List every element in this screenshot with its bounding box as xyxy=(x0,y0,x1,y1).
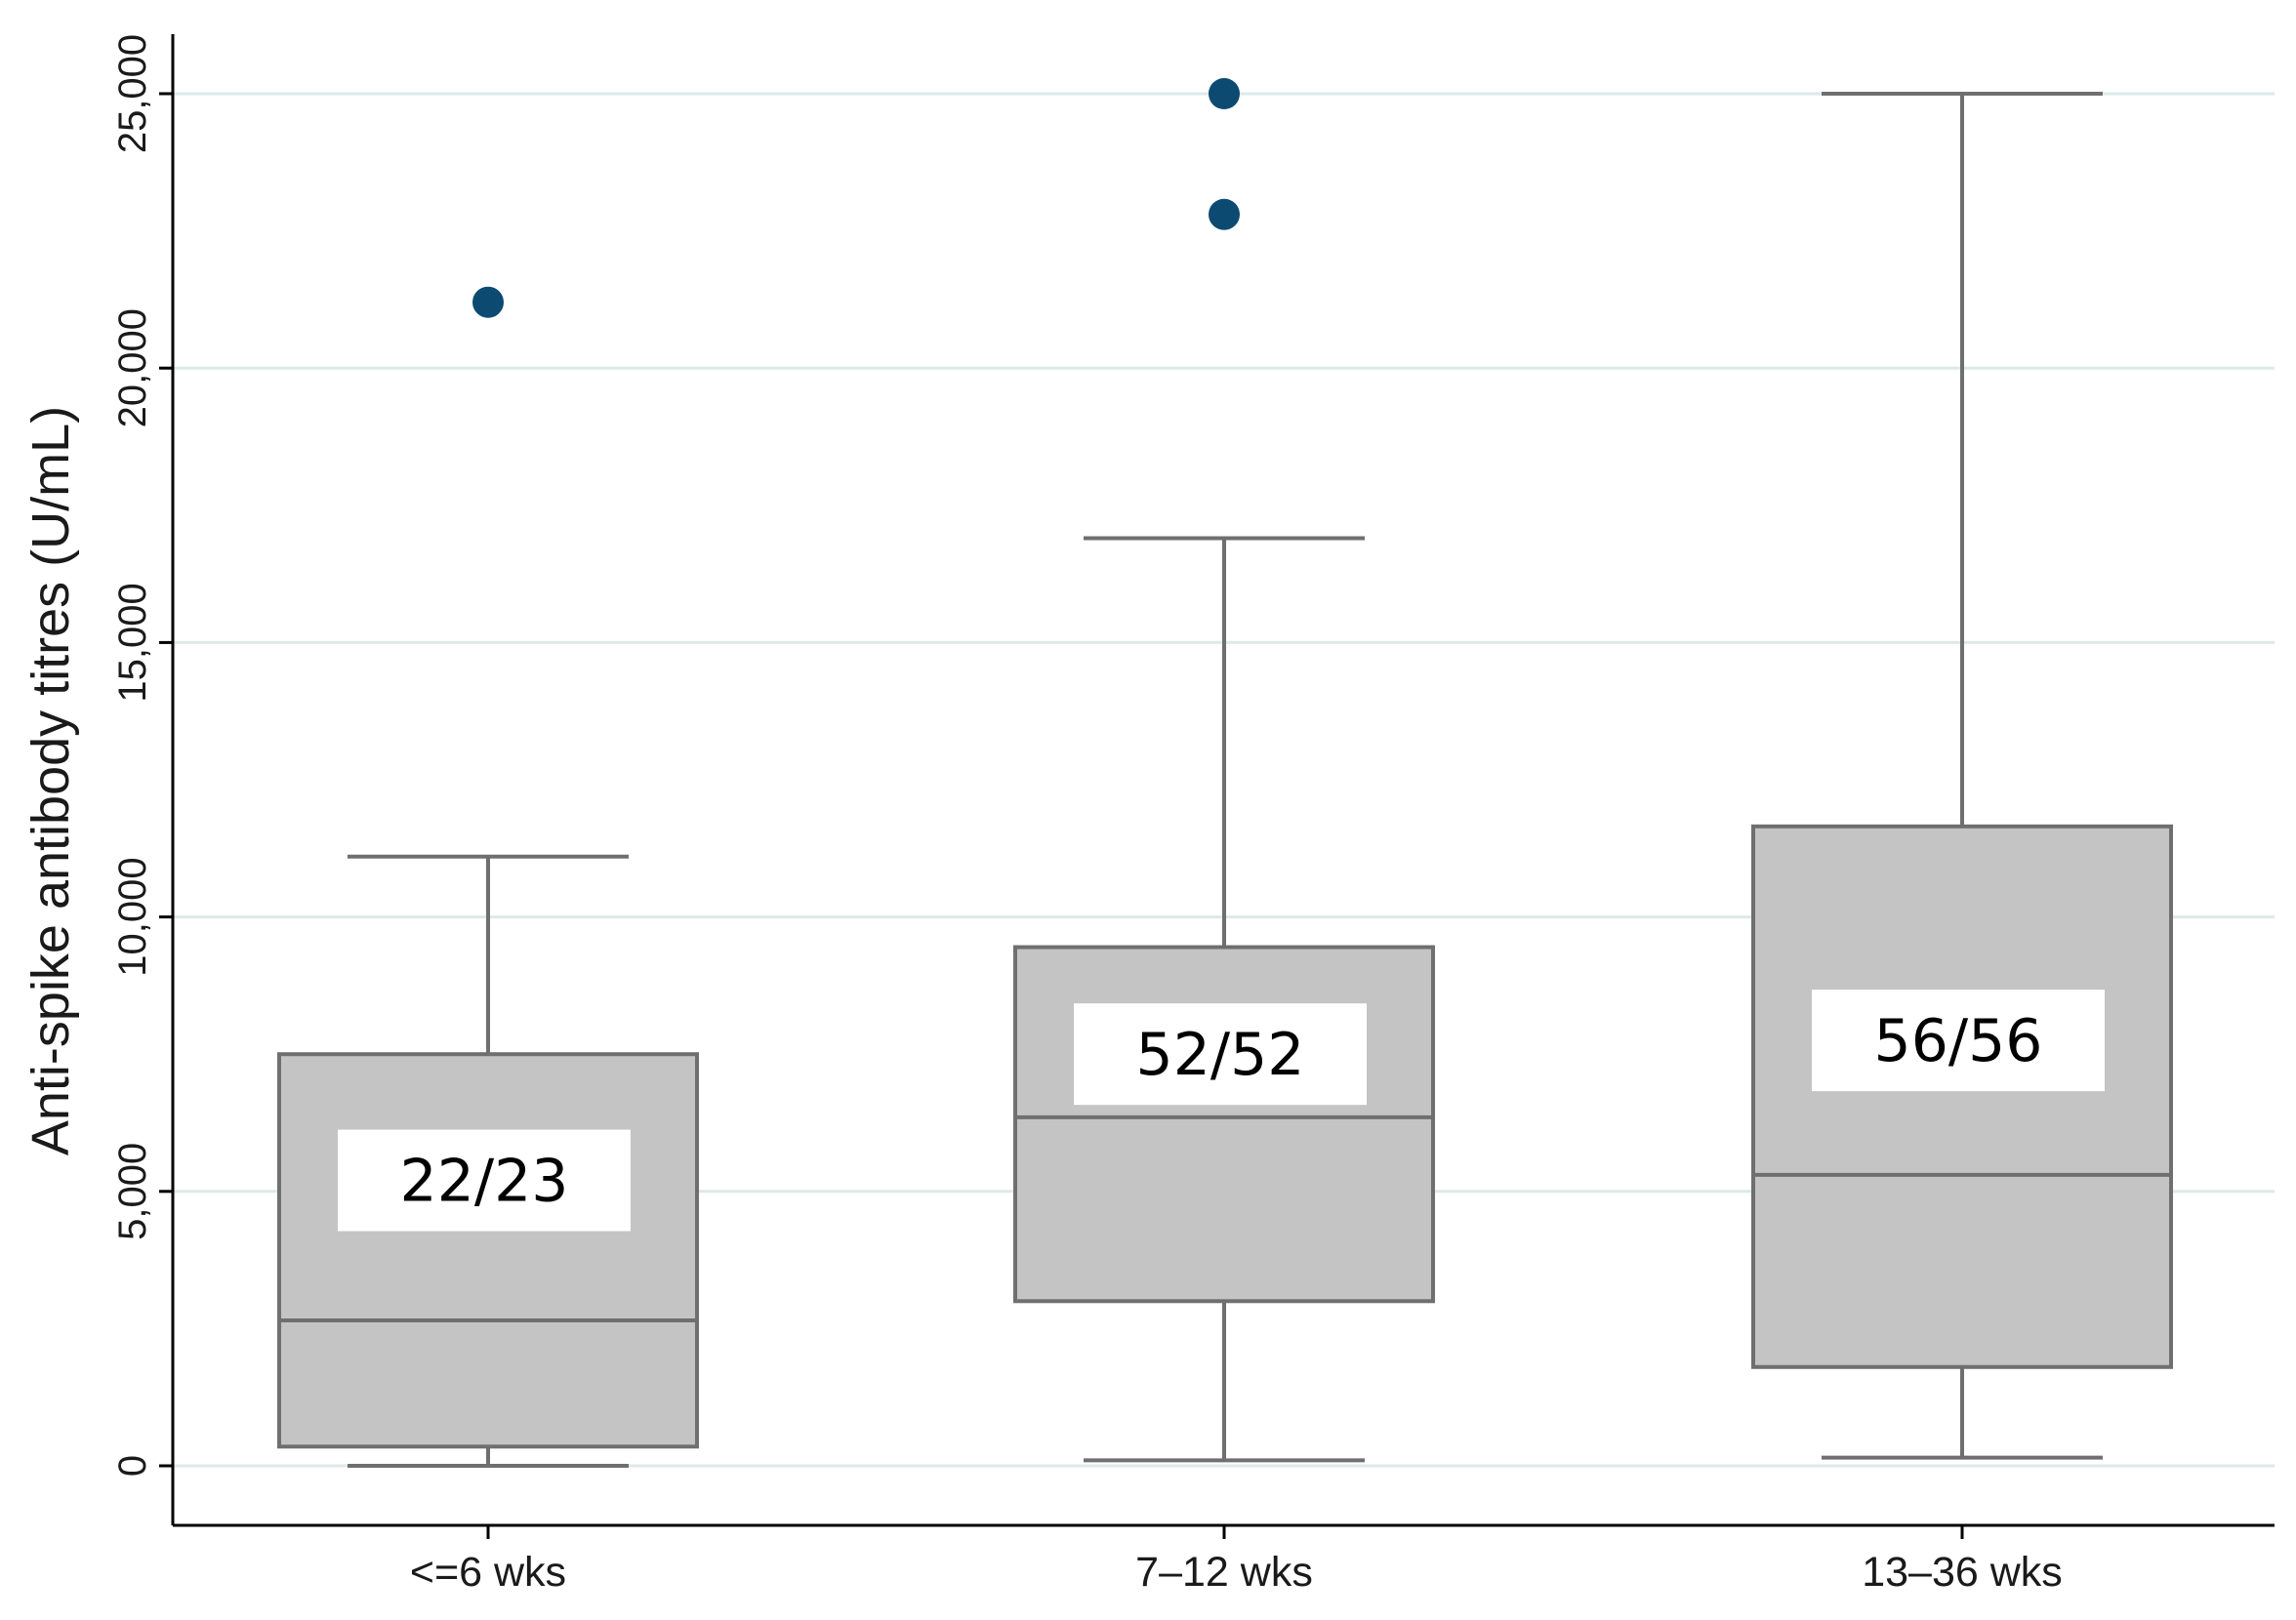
iqr-box xyxy=(1751,824,2173,1369)
annotation-label: 52/52 xyxy=(1136,1021,1305,1089)
iqr-box xyxy=(1013,945,1435,1304)
outlier-point xyxy=(472,286,504,318)
annotation-box xyxy=(338,1129,631,1232)
y-tick-label: 0 xyxy=(111,1455,154,1477)
box-group: 56/56 xyxy=(1751,92,2173,1460)
box-group: 52/52 xyxy=(1013,78,1435,1463)
y-tick-label: 25,000 xyxy=(111,34,154,153)
x-tick-label: 7–12 wks xyxy=(1135,1549,1313,1596)
y-tick-label: 5,000 xyxy=(111,1143,154,1240)
annotation-box xyxy=(1074,1003,1367,1106)
iqr-box xyxy=(277,1052,699,1449)
annotation-box xyxy=(1812,990,2105,1092)
x-tick-label: 13–36 wks xyxy=(1862,1549,2063,1596)
outlier-point xyxy=(1209,78,1240,109)
annotation-label: 22/23 xyxy=(400,1148,569,1216)
x-tick-label: <=6 wks xyxy=(410,1549,566,1596)
box-plots: 22/23 52/52 56/56 xyxy=(277,78,2173,1468)
annotation-label: 56/56 xyxy=(1874,1007,2043,1075)
y-tick-label: 10,000 xyxy=(111,857,154,976)
axes: 0 5,000 10,000 15,000 20,000 25,000 <=6 wks 7–1… xyxy=(111,34,2275,1596)
y-axis-title: Anti-spike antibody titres (U/mL) xyxy=(21,406,80,1155)
y-tick-label: 15,000 xyxy=(111,583,154,702)
outlier-point xyxy=(1209,198,1240,230)
y-tick-label: 20,000 xyxy=(111,308,154,427)
box-group: 22/23 xyxy=(277,286,699,1468)
